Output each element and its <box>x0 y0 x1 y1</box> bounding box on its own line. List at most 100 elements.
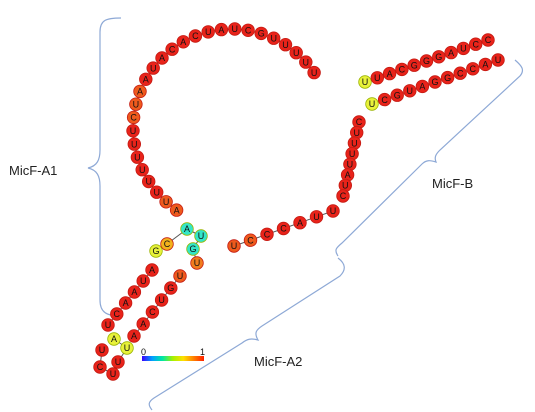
nucleotide-letter: U <box>194 258 201 268</box>
nucleotide-letter: A <box>345 170 351 180</box>
nucleotide-letter: U <box>369 99 376 109</box>
nucleotide-circle <box>307 65 321 80</box>
nucleotide: A <box>118 296 133 310</box>
nucleotide: C <box>110 307 124 321</box>
nucleotide-circle <box>127 137 142 151</box>
nucleotide-circle <box>456 41 471 56</box>
nucleotide-circle <box>169 203 184 217</box>
nucleotide: C <box>260 227 274 242</box>
nucleotide-circle <box>227 239 241 253</box>
nucleotide: U <box>228 22 242 36</box>
nucleotide-circle <box>243 233 258 247</box>
nucleotide-circle <box>130 150 145 164</box>
nucleotide: G <box>254 26 268 41</box>
nucleotide-letter: G <box>258 29 265 39</box>
nucleotide-letter: U <box>131 139 138 149</box>
nucleotide-letter: C <box>97 362 104 372</box>
nucleotide-letter: A <box>419 82 425 92</box>
nucleotide: C <box>453 66 467 80</box>
nucleotide-letter: U <box>133 99 140 109</box>
nucleotide-letter: U <box>282 40 289 50</box>
nucleotide: C <box>93 360 107 374</box>
nucleotide: C <box>145 305 160 319</box>
nucleotide-circle <box>293 215 307 230</box>
nucleotide: C <box>243 233 258 247</box>
nucleotide-letter: U <box>177 271 184 281</box>
nucleotide-circle <box>160 237 174 251</box>
nucleotide-letter: U <box>105 320 112 330</box>
nucleotide-letter: U <box>140 276 147 286</box>
nucleotide-circle <box>135 162 149 177</box>
nucleotide-letter: U <box>150 63 157 73</box>
nucleotide-circle <box>336 189 350 203</box>
nucleotide-letter: C <box>149 307 156 317</box>
nucleotide-letter: G <box>423 56 430 66</box>
nucleotide-circle <box>415 79 430 94</box>
nucleotide-letter: U <box>353 128 360 138</box>
nucleotide-letter: G <box>444 73 451 83</box>
nucleotide-letter: C <box>245 26 252 36</box>
nucleotide-circle <box>126 124 140 138</box>
nucleotide-circle <box>241 23 255 38</box>
nucleotide-letter: C <box>192 31 199 41</box>
nucleotide-letter: U <box>349 149 356 159</box>
nucleotide-letter: U <box>330 206 337 216</box>
nucleotide-letter: C <box>485 35 492 45</box>
nucleotide: U <box>309 210 324 224</box>
nucleotide-circle <box>267 31 281 45</box>
nucleotide-circle <box>419 54 434 68</box>
nucleotide-letter: C <box>169 44 176 54</box>
nucleotide: A <box>107 332 121 346</box>
nucleotide-circle <box>149 185 164 199</box>
nucleotide: A <box>136 317 150 331</box>
nucleotide-circle <box>395 62 409 77</box>
nucleotide-circle <box>309 210 324 224</box>
nucleotide: A <box>444 45 458 60</box>
nucleotide-letter: C <box>280 224 287 234</box>
nucleotide: U <box>370 71 385 85</box>
nucleotide-letter: C <box>381 95 388 105</box>
nucleotide: A <box>139 72 153 87</box>
nucleotide-circle <box>164 281 178 295</box>
nucleotide-letter: C <box>457 68 464 78</box>
nucleotide-letter: C <box>130 113 137 123</box>
nucleotide: C <box>466 62 480 76</box>
nucleotide-circle <box>278 38 293 52</box>
nucleotide-letter: C <box>164 239 171 249</box>
nucleotide: G <box>407 58 421 72</box>
nucleotide: U <box>358 75 372 89</box>
nucleotide-letter: U <box>347 160 354 170</box>
nucleotide: A <box>180 222 194 236</box>
nucleotide-letter: A <box>131 331 137 341</box>
nucleotide: U <box>129 97 143 111</box>
nucleotide-letter: A <box>218 25 224 35</box>
nucleotide-letter: U <box>163 197 170 207</box>
nucleotide-circle <box>407 58 421 72</box>
color-scale-min-label: 0 <box>141 347 146 357</box>
nucleotide-circle <box>159 195 173 209</box>
nucleotide-letter: C <box>114 309 121 319</box>
nucleotide: G <box>440 70 455 85</box>
nucleotide-circle <box>276 221 291 236</box>
nucleotide-letter: U <box>158 295 165 305</box>
nucleotide-letter: U <box>99 345 106 355</box>
nucleotide: U <box>135 162 149 177</box>
nucleotide-letter: U <box>342 181 349 191</box>
nucleotide: U <box>299 55 313 69</box>
nucleotide: U <box>267 31 281 45</box>
nucleotide: U <box>130 150 145 164</box>
nucleotide-circle <box>118 296 133 310</box>
nucleotide-circle <box>365 97 379 111</box>
nucleotide: U <box>456 41 471 56</box>
nucleotide-circle <box>155 51 169 65</box>
nucleotide: U <box>403 84 417 98</box>
nucleotide-circle <box>390 88 404 102</box>
color-scale-bar <box>142 356 204 361</box>
nucleotide-letter: A <box>482 60 488 70</box>
nucleotide-letter: C <box>470 64 477 74</box>
nucleotide-letter: C <box>264 230 271 240</box>
micf-a1-bracket <box>87 17 122 317</box>
color-scale: 0 1 <box>141 347 205 361</box>
nucleotide-circle <box>377 92 392 107</box>
nucleotide: U <box>278 38 293 52</box>
